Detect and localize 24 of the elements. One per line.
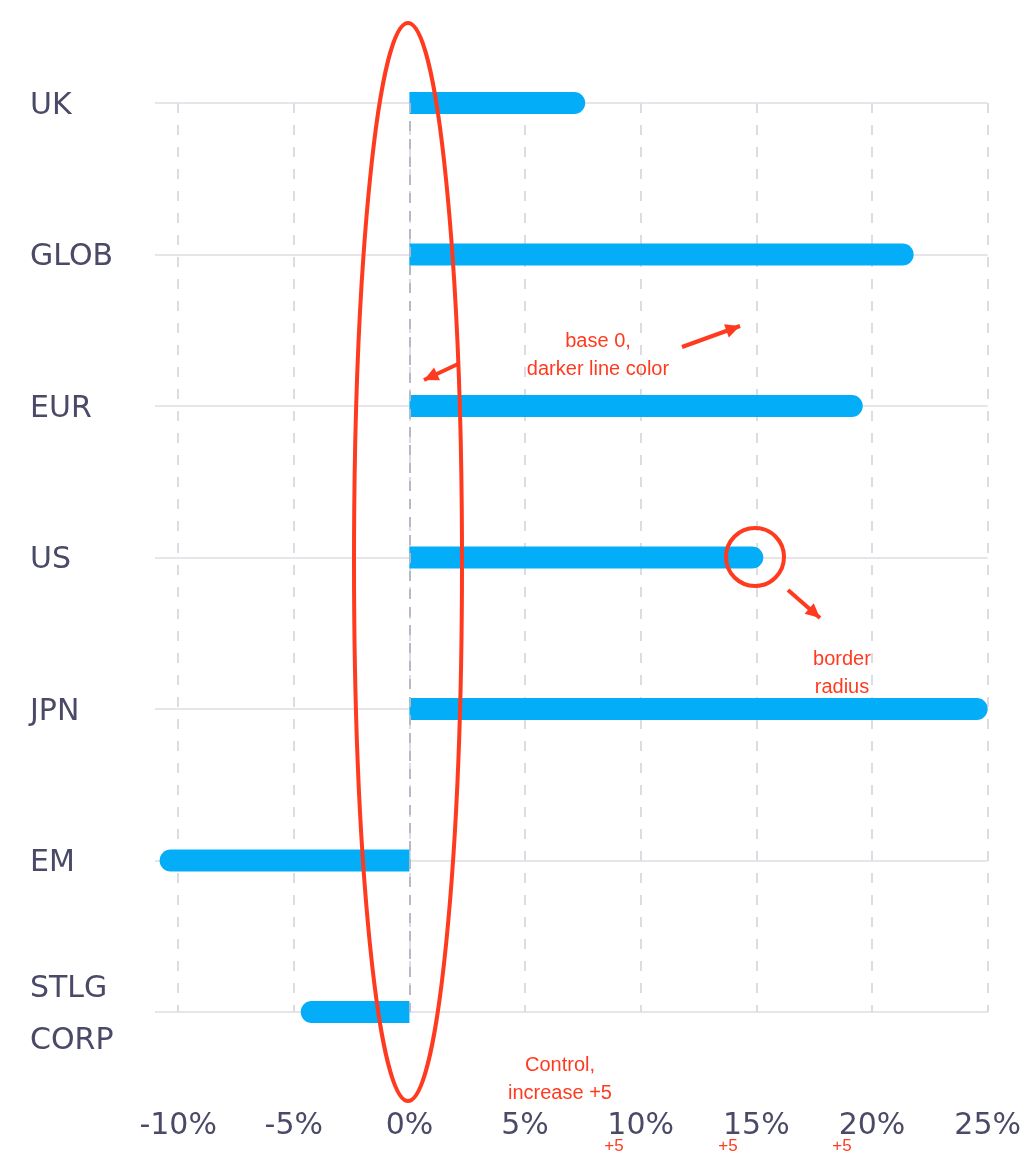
y-tick-label: EM (30, 843, 75, 878)
annotation: border radius (813, 647, 872, 697)
annotation: +5 (832, 1136, 852, 1156)
annotation: base 0, darker line color (526, 329, 670, 379)
bar (409, 92, 586, 114)
annotation: Control, increase +5 (508, 1053, 612, 1103)
y-tick-label: GLOB (30, 237, 114, 272)
annotation: +5 (604, 1136, 624, 1156)
y-tick-label: EUR (30, 388, 92, 424)
bar (409, 243, 914, 266)
y-tick-label: US (30, 540, 72, 575)
annotation: +5 (718, 1136, 738, 1156)
x-tick-label: 5% (501, 1105, 549, 1141)
y-tick-label: JPN (28, 691, 80, 727)
bar (300, 1001, 410, 1023)
bar (409, 698, 988, 720)
bar (409, 395, 863, 417)
x-tick-label: -10% (139, 1105, 217, 1141)
x-tick-label: -5% (264, 1105, 323, 1141)
x-tick-label: 0% (385, 1105, 434, 1141)
x-tick-label: 25% (954, 1105, 1021, 1141)
bar (159, 849, 410, 872)
y-tick-label: STLG CORP (30, 968, 117, 1056)
y-tick-label: UK (30, 85, 73, 121)
